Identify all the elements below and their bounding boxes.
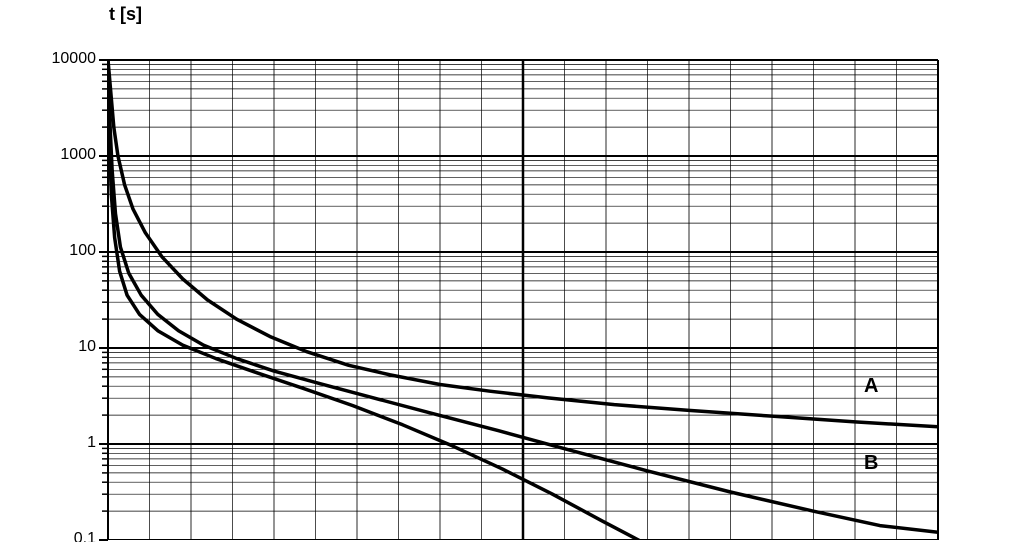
chart-container: t [s] 1000010001001010.1 A B xyxy=(0,0,1023,542)
series-label-b: B xyxy=(864,452,878,475)
series-label-a: A xyxy=(864,375,878,398)
